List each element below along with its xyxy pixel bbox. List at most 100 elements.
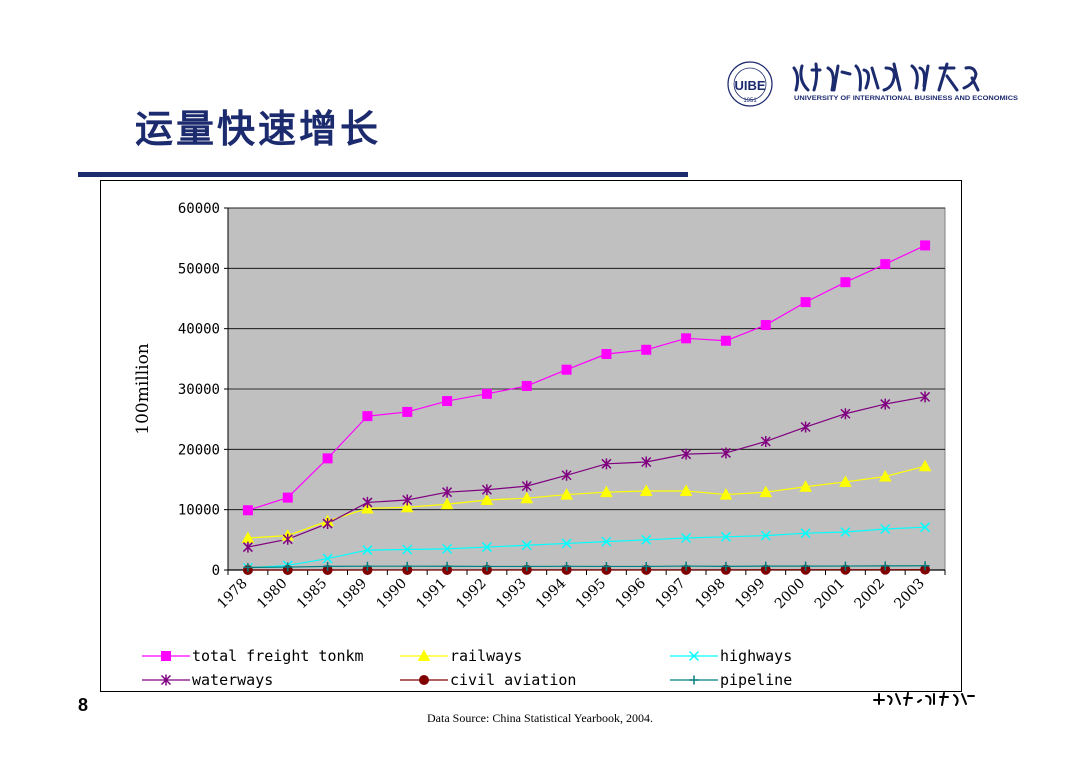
data-point-highways [920, 522, 931, 533]
data-point-pipeline [641, 561, 651, 571]
series-line-total-freight-tonkm [247, 244, 926, 511]
data-point-pipeline [562, 561, 572, 571]
legend-label-civil-aviation: civil aviation [450, 671, 576, 689]
data-point-highways [601, 536, 612, 547]
data-point-highways [402, 544, 413, 555]
data-point-waterways [720, 447, 731, 459]
x-tick-label: 2001 [812, 576, 849, 613]
data-point-waterways [322, 518, 333, 530]
data-point-pipeline [323, 561, 333, 571]
data-point-pipeline [601, 561, 611, 571]
x-tick-label: 2002 [852, 576, 889, 613]
data-point-railways [400, 500, 414, 513]
data-point-pipeline [283, 562, 293, 572]
legend-label-total-freight-tonkm: total freight tonkm [192, 647, 364, 665]
data-point-highways [800, 528, 811, 539]
data-point-waterways [800, 421, 811, 433]
data-point-pipeline [522, 561, 532, 571]
data-point-waterways [282, 533, 293, 545]
data-point-total-freight-tonkm [282, 492, 293, 503]
data-point-total-freight-tonkm [561, 364, 572, 375]
data-point-total-freight-tonkm [681, 333, 692, 344]
logo-year: 1951 [743, 98, 757, 104]
x-tick-label: 2003 [891, 576, 928, 613]
x-tick-label: 1997 [652, 576, 689, 613]
data-point-highways [840, 526, 851, 538]
x-tick-label: 1990 [374, 576, 411, 613]
data-point-railways [799, 480, 812, 492]
slide-title: 运量快速增长 [135, 106, 382, 151]
data-point-pipeline [880, 561, 890, 571]
data-point-pipeline [243, 562, 253, 572]
data-point-total-freight-tonkm [760, 320, 771, 331]
logo-english: UNIVERSITY OF INTERNATIONAL BUSINESS AND… [794, 95, 1018, 102]
legend-label-railways: railways [450, 647, 522, 665]
data-point-highways [481, 542, 492, 553]
data-point-total-freight-tonkm [800, 297, 811, 308]
x-tick-label: 1991 [413, 576, 450, 613]
data-point-railways [560, 488, 573, 500]
data-point-total-freight-tonkm [362, 411, 373, 422]
data-point-total-freight-tonkm [840, 277, 851, 288]
data-point-highways [362, 545, 373, 556]
data-point-waterways [561, 469, 572, 481]
x-tick-label: 1989 [334, 576, 371, 613]
data-point-highways [322, 553, 333, 564]
author-signature [873, 692, 975, 706]
legend-label-waterways: waterways [192, 671, 273, 689]
data-point-pipeline [721, 561, 731, 571]
data-point-pipeline [362, 561, 372, 571]
data-point-railways [918, 459, 932, 472]
data-point-waterways [920, 391, 931, 403]
data-point-pipeline [761, 561, 771, 571]
data-point-waterways [521, 480, 532, 492]
y-tick-label: 20000 [178, 442, 220, 458]
data-point-waterways [242, 541, 253, 553]
legend-marker-waterways [160, 674, 172, 686]
data-point-highways [681, 532, 692, 544]
y-tick-label: 10000 [178, 503, 220, 519]
legend-marker-civil-aviation [419, 675, 429, 685]
data-point-pipeline [681, 561, 691, 571]
x-tick-label: 1985 [294, 576, 331, 613]
data-point-railways [839, 475, 852, 487]
data-point-waterways [481, 484, 492, 496]
series-line-waterways [247, 396, 926, 548]
data-point-total-freight-tonkm [641, 344, 652, 355]
data-point-railways [759, 485, 773, 498]
legend-label-pipeline: pipeline [720, 671, 792, 689]
data-point-total-freight-tonkm [601, 349, 612, 360]
data-point-total-freight-tonkm [402, 406, 413, 417]
page-number: 8 [78, 695, 89, 715]
y-axis-label: 100million [133, 343, 153, 435]
data-point-pipeline [920, 561, 930, 571]
x-tick-label: 1999 [732, 576, 769, 613]
y-tick-label: 40000 [178, 322, 220, 338]
x-tick-label: 1995 [573, 576, 610, 613]
data-point-waterways [362, 496, 373, 508]
data-point-pipeline [840, 561, 850, 571]
data-point-waterways [601, 458, 612, 470]
data-point-total-freight-tonkm [242, 505, 253, 516]
data-point-highways [641, 534, 652, 545]
data-point-pipeline [801, 561, 811, 571]
data-point-waterways [402, 494, 413, 506]
data-point-railways [440, 497, 454, 510]
data-point-railways [679, 484, 693, 496]
data-point-waterways [681, 448, 692, 460]
data-point-total-freight-tonkm [481, 388, 492, 399]
y-tick-label: 0 [212, 563, 220, 579]
data-point-total-freight-tonkm [322, 453, 333, 464]
data-point-pipeline [482, 561, 492, 571]
series-line-highways [247, 526, 926, 569]
data-point-railways [361, 501, 374, 514]
x-tick-label: 1993 [493, 576, 530, 613]
calligraphy-name [792, 62, 980, 92]
data-point-railways [878, 469, 892, 482]
data-point-pipeline [402, 561, 412, 571]
x-tick-label: 1998 [692, 576, 729, 613]
data-point-highways [442, 543, 453, 554]
data-point-waterways [880, 398, 891, 410]
legend-marker-highways [688, 650, 700, 662]
